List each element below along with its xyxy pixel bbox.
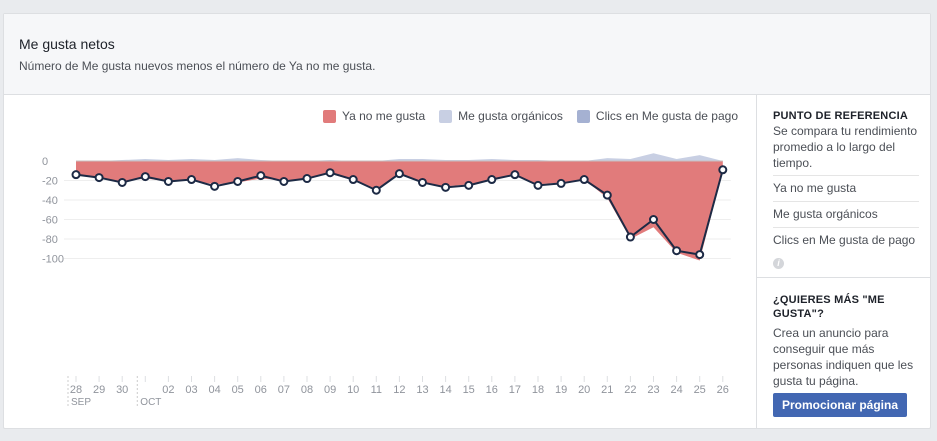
x-tick-label: 16 [486, 384, 498, 396]
month-label: OCT [140, 397, 161, 408]
x-tick-label: 19 [555, 384, 567, 396]
data-point [187, 175, 196, 185]
x-tick-label: 02 [162, 384, 174, 396]
x-tick-label: 13 [416, 384, 428, 396]
data-point [348, 175, 358, 185]
x-tick-label: 07 [278, 384, 290, 396]
x-tick-label: 20 [578, 384, 590, 396]
data-point [371, 185, 381, 195]
data-point [325, 168, 335, 178]
data-point [233, 176, 243, 186]
legend-swatch [576, 109, 590, 123]
data-point [672, 246, 682, 256]
x-tick-label: 23 [647, 384, 659, 396]
legend-swatch [439, 109, 453, 123]
data-point [256, 171, 266, 181]
reference-list: Ya no me gusta Me gusta orgánicos Clics … [773, 175, 919, 253]
net-likes-card: Me gusta netos Número de Me gusta nuevos… [3, 13, 931, 429]
data-point [441, 182, 451, 192]
x-tick-label: 10 [347, 384, 359, 396]
y-tick-label: 0 [42, 156, 48, 168]
x-tick-label: 24 [670, 384, 682, 396]
data-point [71, 170, 81, 180]
data-point [418, 177, 427, 187]
data-point [602, 190, 612, 200]
x-tick-label: 25 [694, 384, 706, 396]
data-point [163, 176, 173, 186]
legend-item-paid-likes[interactable]: Clics en Me gusta de pago [576, 109, 738, 123]
x-tick-label: 03 [185, 384, 197, 396]
data-point [625, 232, 635, 242]
net-likes-chart: 0 -20 -40 -60 -80 -100 28 29 30 02 03 04 05 06 07 08 09 1… [42, 153, 731, 408]
x-tick-label: 06 [255, 384, 267, 396]
data-point [279, 176, 289, 186]
card-subtitle: Número de Me gusta nuevos menos el númer… [19, 59, 376, 73]
data-point [464, 180, 474, 190]
reference-heading: PUNTO DE REFERENCIA [773, 110, 908, 122]
x-tick-label: 05 [232, 384, 244, 396]
x-tick-label: 15 [463, 384, 475, 396]
data-point [140, 172, 150, 182]
data-point [487, 175, 497, 185]
chart-area: Ya no me gusta Me gusta orgánicos Clics … [4, 95, 756, 428]
card-title: Me gusta netos [19, 36, 115, 52]
x-tick-label: 30 [116, 384, 128, 396]
data-point [533, 180, 543, 190]
legend-label: Me gusta orgánicos [458, 109, 563, 123]
x-tick-label: 29 [93, 384, 105, 396]
legend-item-organic-likes[interactable]: Me gusta orgánicos [439, 109, 563, 123]
legend-label: Clics en Me gusta de pago [595, 109, 738, 123]
x-tick-label: 21 [601, 384, 613, 396]
legend-item-unlikes[interactable]: Ya no me gusta [323, 109, 425, 123]
x-tick-label: 22 [624, 384, 636, 396]
sidebar: PUNTO DE REFERENCIA Se compara tu rendim… [756, 95, 931, 428]
promote-heading: ¿QUIERES MÁS "ME GUSTA"? [773, 294, 885, 320]
x-tick-label: 09 [324, 384, 336, 396]
data-point [718, 165, 728, 175]
reference-item-unlikes[interactable]: Ya no me gusta [773, 175, 919, 201]
promote-page-button[interactable]: Promocionar página [773, 393, 908, 417]
x-tick-label: 18 [532, 384, 544, 396]
data-point [510, 170, 520, 180]
reference-item-paid-likes[interactable]: Clics en Me gusta de pago [773, 227, 919, 253]
legend-swatch [323, 109, 336, 123]
data-point [695, 250, 705, 260]
card-header: Me gusta netos Número de Me gusta nuevos… [4, 14, 930, 95]
reference-description: Se compara tu rendimiento promedio a lo … [773, 124, 918, 170]
legend-label: Ya no me gusta [342, 109, 426, 123]
chart-legend: Ya no me gusta Me gusta orgánicos Clics … [323, 109, 738, 123]
y-tick-label: -80 [42, 234, 58, 246]
promote-description: Crea un anuncio para conseguir que más p… [773, 326, 914, 388]
x-tick-label: 28 [70, 384, 82, 396]
info-icon[interactable]: i [773, 258, 784, 269]
data-point [210, 181, 220, 191]
data-point [649, 215, 658, 224]
series-unlikes-area [76, 161, 723, 261]
series-organic-likes-area [76, 153, 723, 161]
x-tick-label: 11 [371, 384, 382, 396]
reference-item-organic-likes[interactable]: Me gusta orgánicos [773, 201, 919, 227]
y-tick-label: -60 [42, 215, 58, 227]
promote-section: ¿QUIERES MÁS "ME GUSTA"? Crea un anuncio… [757, 277, 931, 429]
x-tick-label: 14 [439, 384, 451, 396]
x-tick-label: 17 [509, 384, 521, 396]
x-tick-label: 04 [208, 384, 220, 396]
month-label: SEP [71, 397, 91, 408]
data-point [556, 178, 566, 188]
y-tick-label: -20 [42, 176, 58, 188]
x-tick-label: 08 [301, 384, 313, 396]
data-point [394, 169, 404, 179]
data-point [302, 174, 312, 184]
y-tick-label: -100 [42, 254, 64, 266]
x-tick-label: 12 [393, 384, 405, 396]
data-point [579, 175, 589, 185]
data-point [94, 173, 104, 183]
x-tick-label: 26 [717, 384, 729, 396]
reference-section: PUNTO DE REFERENCIA Se compara tu rendim… [773, 110, 919, 271]
y-tick-label: -40 [42, 195, 58, 207]
data-point [117, 177, 127, 187]
